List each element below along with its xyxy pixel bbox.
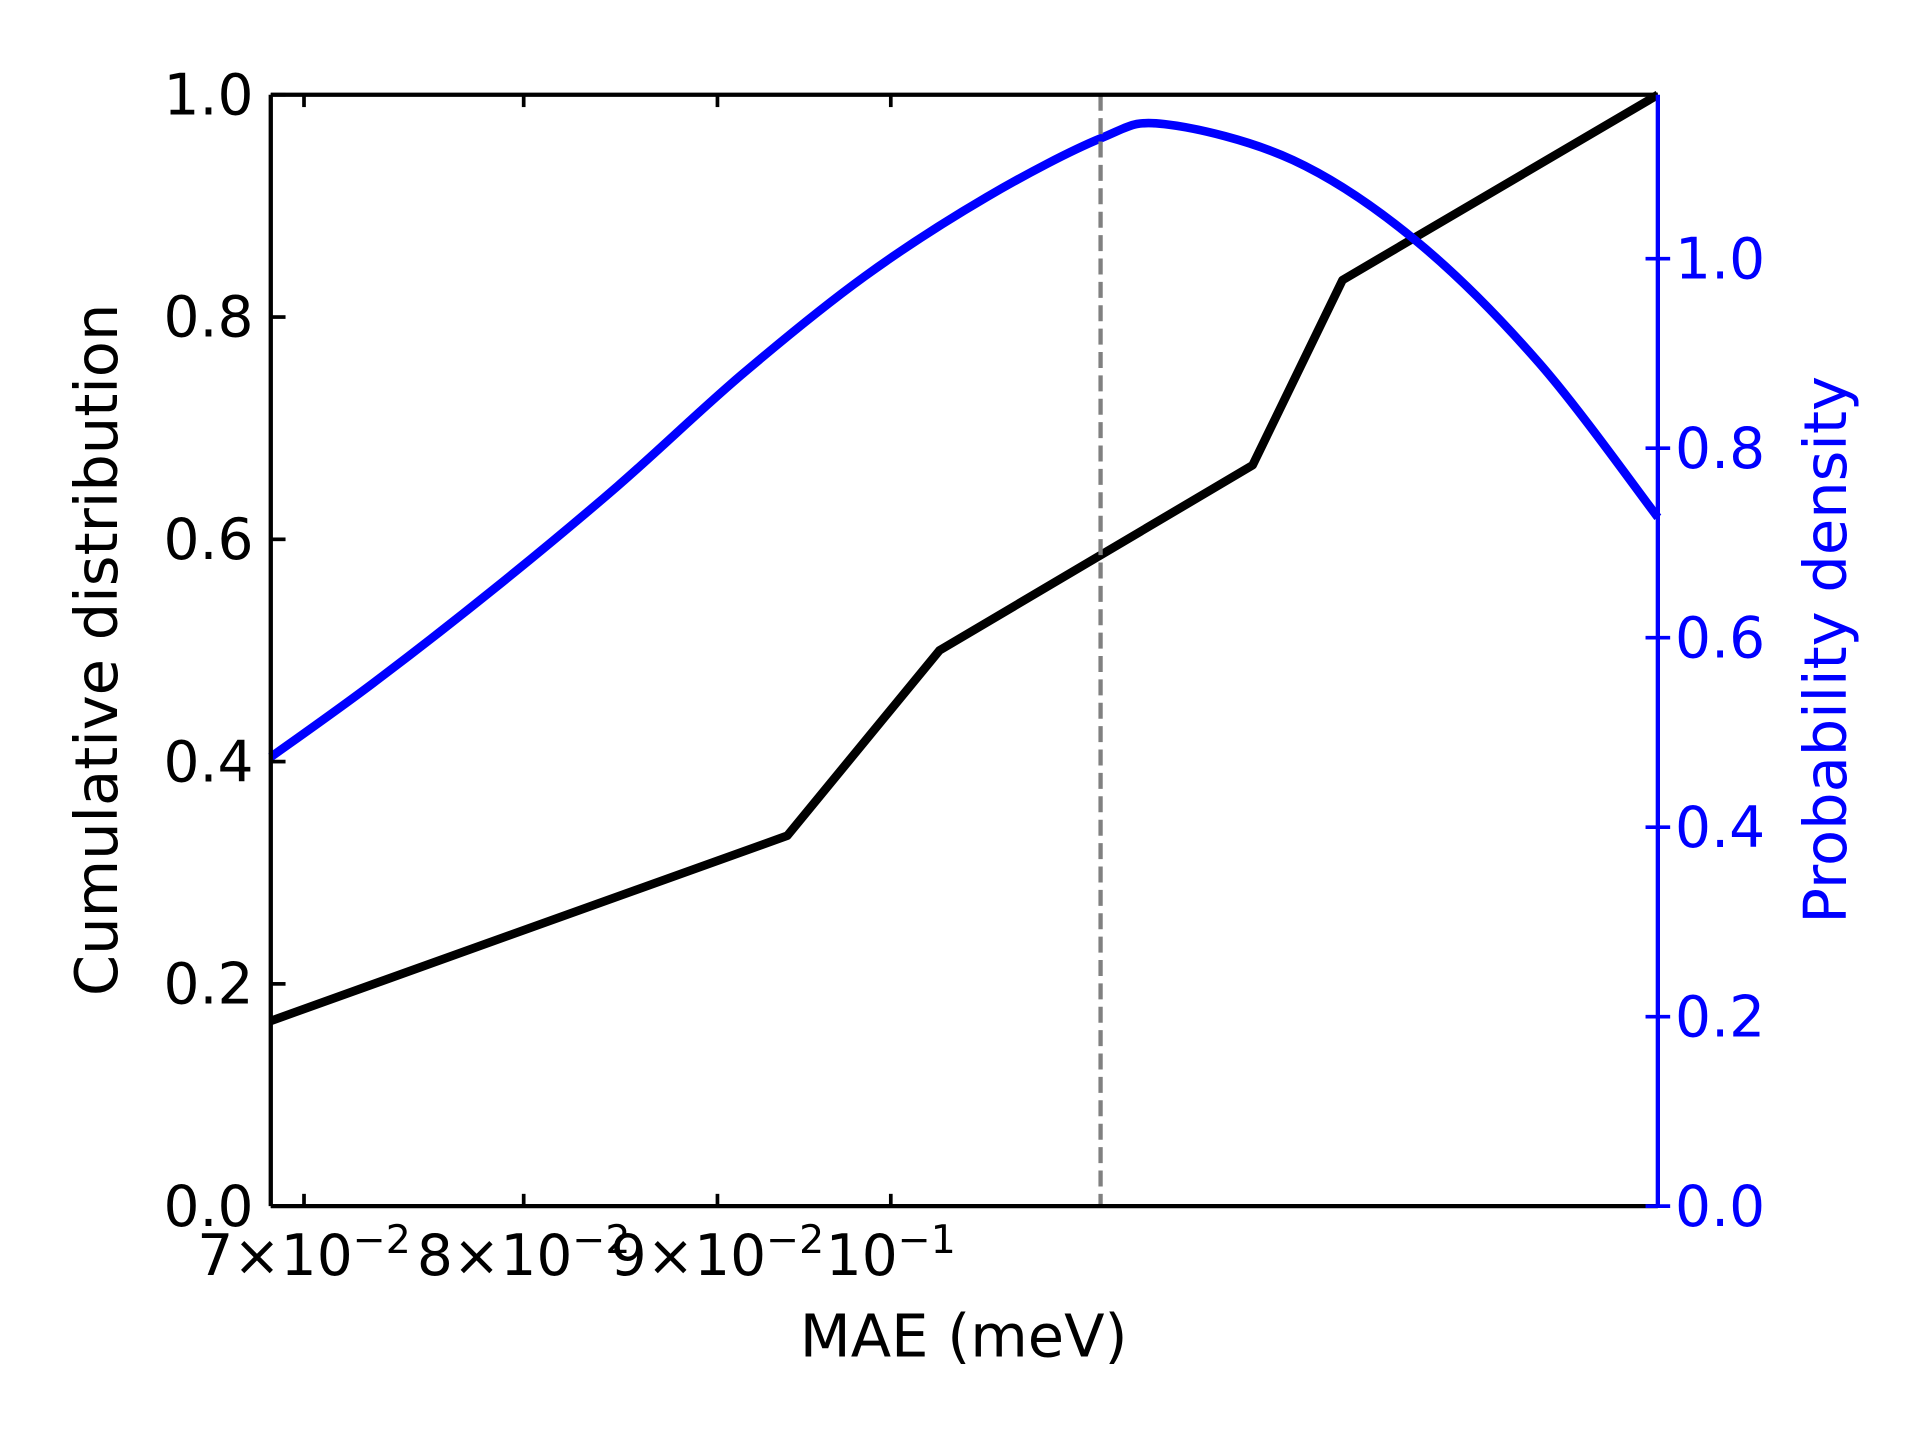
y-axis-label-right: Probability density: [1791, 376, 1860, 924]
y-tick-label-right: 1.0: [1675, 226, 1765, 292]
y-tick-label-right: 0.2: [1675, 984, 1765, 1050]
cdf-line: [269, 91, 1661, 1025]
x-axis-label: MAE (meV): [800, 1301, 1128, 1370]
y-tick-label-left: 0.6: [164, 507, 254, 573]
y-tick-label-right: 0.4: [1675, 795, 1765, 861]
x-tick-label: 8×10−2: [417, 1217, 631, 1289]
y-tick-label-left: 0.0: [164, 1174, 254, 1240]
y-axis-label-left: Cumulative distribution: [62, 304, 131, 996]
y-tick-label-left: 1.0: [164, 62, 254, 128]
x-tick-label: 10−1: [826, 1217, 956, 1289]
y-tick-label-left: 0.2: [164, 952, 254, 1018]
y-tick-label-left: 0.4: [164, 729, 254, 795]
y-tick-label-right: 0.6: [1675, 605, 1765, 671]
density-line: [268, 118, 1662, 761]
y-tick-label-left: 0.8: [164, 285, 254, 351]
y-tick-label-right: 0.8: [1675, 416, 1765, 482]
y-tick-label-right: 0.0: [1675, 1174, 1765, 1240]
x-tick-label: 7×10−2: [197, 1217, 411, 1289]
x-tick-label: 9×10−2: [611, 1217, 825, 1289]
